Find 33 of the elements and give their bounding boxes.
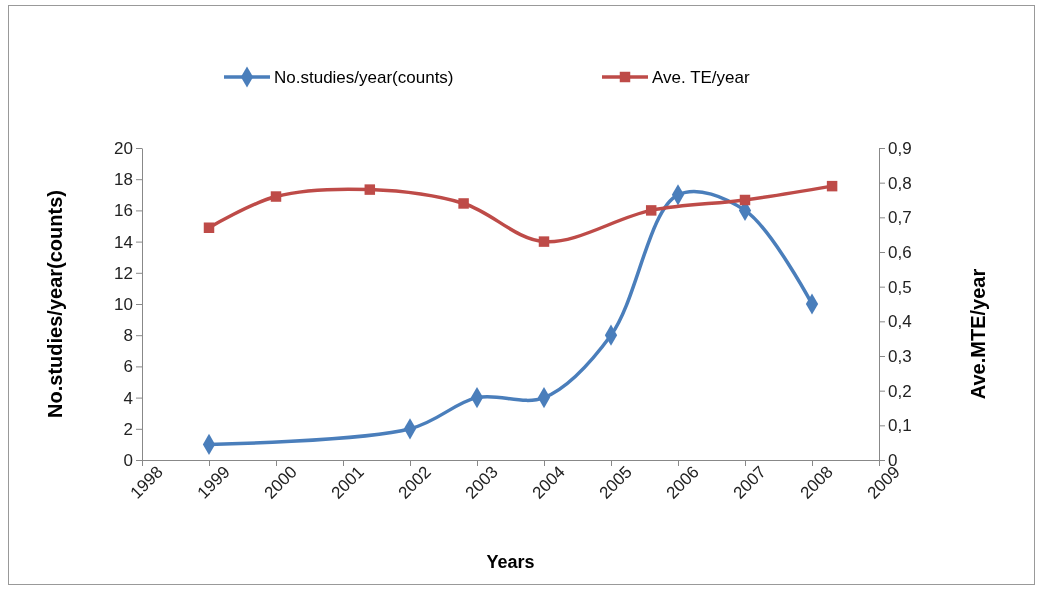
point (203, 222, 215, 233)
y2-tick-label: 0,2 (888, 381, 912, 401)
legend-label: No.studies/year(counts) (274, 68, 454, 87)
point (739, 194, 751, 206)
point (538, 236, 550, 247)
point (458, 198, 469, 209)
y2-tick-label: 0,6 (888, 242, 912, 262)
y-tick-label: 16 (114, 201, 133, 221)
y-tick-label: 20 (114, 138, 133, 158)
legend-label: Ave. TE/year (652, 68, 750, 87)
y-tick-label: 14 (114, 232, 133, 252)
y-tick-label: 4 (123, 388, 133, 408)
y2-tick-label: 0,1 (888, 416, 912, 436)
y2-tick-label: 0,5 (888, 277, 912, 297)
y2-tick-label: 0,3 (888, 346, 912, 366)
y-tick-label: 8 (123, 326, 133, 346)
x-axis-title: Years (486, 552, 535, 572)
y2-tick-label: 0,7 (888, 208, 912, 228)
y2-tick-label: 0,4 (888, 312, 912, 332)
y-tick-label: 6 (123, 357, 133, 377)
y2-tick-label: 0,9 (888, 138, 912, 158)
y-tick-label: 10 (114, 294, 133, 314)
point (826, 180, 838, 192)
point (364, 184, 376, 195)
point (270, 191, 282, 202)
y2-tick-label: 0,8 (888, 173, 912, 193)
y-axis-title: No.studies/year(counts) (44, 190, 66, 418)
y-tick-label: 18 (114, 170, 133, 190)
point (645, 205, 657, 216)
y-tick-label: 12 (114, 263, 133, 283)
y-tick-label: 2 (123, 419, 133, 439)
y2-axis-title: Ave.MTE/year (967, 268, 989, 400)
y-tick-label: 0 (123, 450, 133, 470)
